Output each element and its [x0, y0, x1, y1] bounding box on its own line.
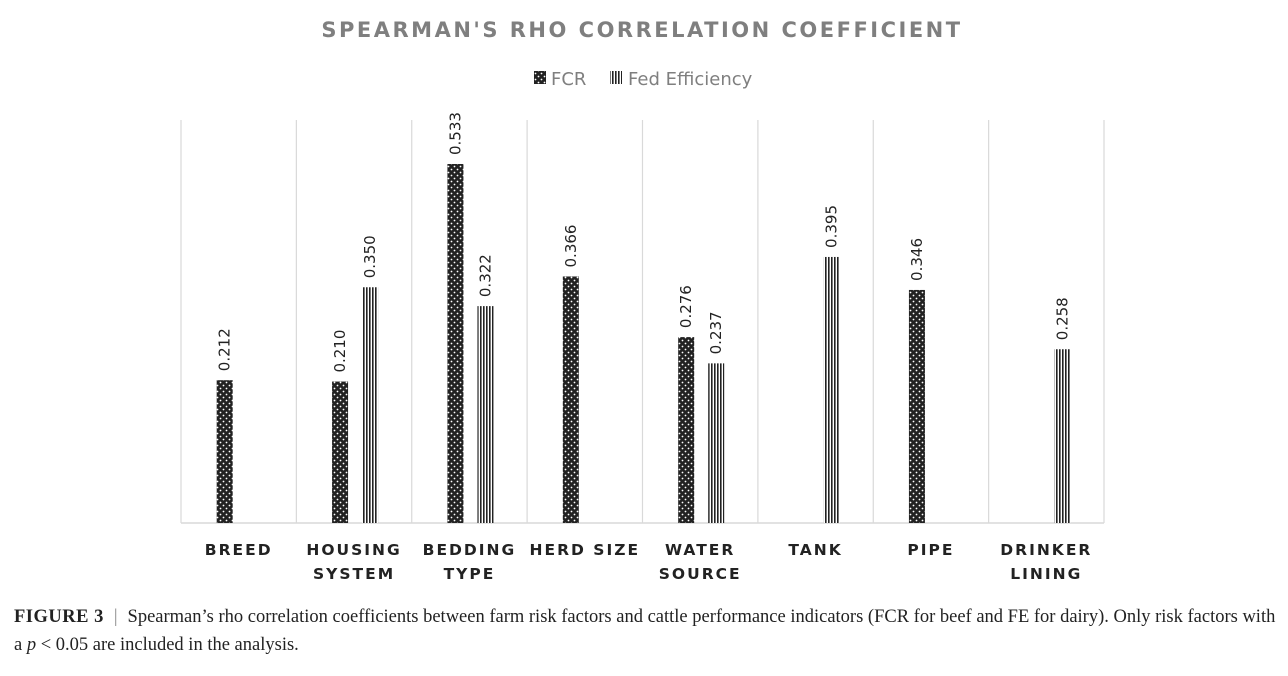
bar-fed-efficiency — [1054, 349, 1071, 523]
x-tick-label: DRINKER — [1000, 541, 1092, 559]
caption-p-symbol: p — [26, 635, 37, 655]
x-tick-label: HOUSING — [306, 541, 401, 559]
chart-title: SPEARMAN'S RHO CORRELATION COEFFICIENT — [321, 18, 962, 42]
bar-fed-efficiency — [823, 256, 840, 523]
legend-label-fcr: FCR — [551, 69, 586, 90]
x-tick-label: BREED — [205, 541, 273, 559]
x-tick-label: HERD SIZE — [530, 541, 641, 559]
bar-fcr — [216, 380, 233, 523]
x-tick-label: TYPE — [444, 565, 496, 583]
caption-separator: | — [113, 607, 118, 627]
figure-label: FIGURE 3 — [14, 607, 104, 627]
bar-fcr — [562, 276, 579, 523]
bar-fcr — [332, 381, 349, 523]
x-tick-label: BEDDING — [423, 541, 517, 559]
legend-swatch-fcr — [534, 71, 546, 84]
legend-label-fed-efficiency: Fed Efficiency — [628, 69, 753, 90]
data-label: 0.533 — [446, 112, 464, 155]
chart: SPEARMAN'S RHO CORRELATION COEFFICIENT F… — [180, 18, 1105, 583]
bar-fed-efficiency — [362, 287, 379, 523]
data-label: 0.276 — [677, 285, 695, 328]
plot-area: BREED 0.212 HOUSING SYSTEM 0.210 0.350 BEDDING… — [180, 112, 1105, 583]
data-label: 0.322 — [476, 254, 494, 297]
x-tick-label: SOURCE — [659, 565, 742, 583]
x-tick-label: LINING — [1010, 565, 1082, 583]
data-label: 0.212 — [216, 328, 234, 371]
bar-fcr — [908, 289, 925, 523]
data-label: 0.258 — [1053, 297, 1071, 340]
data-label: 0.395 — [823, 205, 841, 248]
data-label: 0.210 — [331, 330, 349, 373]
data-label: 0.237 — [707, 311, 725, 354]
data-label: 0.350 — [361, 235, 379, 278]
caption-text: Spearman’s rho correlation coefficients … — [14, 607, 1276, 655]
x-tick-label: SYSTEM — [313, 565, 395, 583]
bar-fed-efficiency — [477, 306, 494, 523]
bar-fed-efficiency — [708, 363, 725, 523]
figure-caption: FIGURE 3 | Spearman’s rho correlation coef… — [14, 603, 1279, 659]
legend: FCR Fed Efficiency — [534, 69, 753, 90]
x-tick-label: TANK — [788, 541, 842, 559]
bar-fcr — [678, 337, 695, 523]
legend-swatch-fed-efficiency — [610, 71, 622, 84]
caption-text-end: < 0.05 are included in the analysis. — [36, 635, 299, 655]
bar-fcr — [447, 164, 464, 523]
data-label: 0.346 — [908, 238, 926, 281]
data-label: 0.366 — [562, 225, 580, 268]
x-tick-label: PIPE — [907, 541, 954, 559]
x-tick-label: WATER — [665, 541, 735, 559]
